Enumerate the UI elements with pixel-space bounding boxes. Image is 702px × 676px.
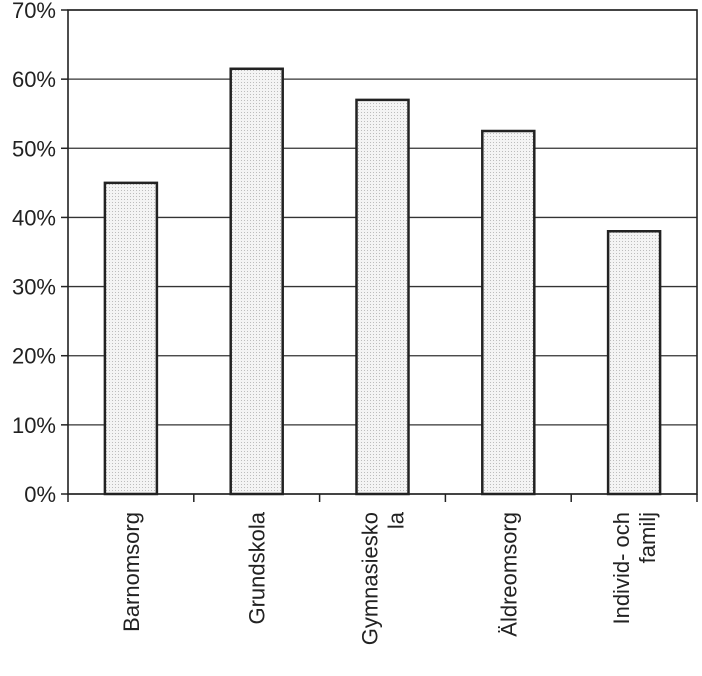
y-tick-label: 30% [12,275,56,300]
x-tick-label: Individ- och [609,512,634,625]
x-tick-label: la [384,511,409,529]
y-tick-label: 40% [12,205,56,230]
y-tick-label: 70% [12,0,56,23]
x-tick-label: Gymnasiesko [358,512,383,645]
x-tick-label: Grundskola [245,511,270,624]
bar [606,230,662,496]
y-tick-label: 20% [12,344,56,369]
x-tick-label: familj [635,512,660,563]
y-tick-label: 60% [12,67,56,92]
bar [355,98,410,496]
x-tick-label: Äldreomsorg [496,512,521,637]
x-tick-labels: Barnomsorg Grundskola Gymnasiesko la Äldreom… [119,511,660,645]
bar [229,67,284,496]
y-tick-label: 50% [12,136,56,161]
bar [481,129,536,496]
y-tick-labels: 0% 10% 20% 30% 40% 50% 60% 70% [12,0,56,507]
y-tick-label: 10% [12,413,56,438]
bar [103,181,159,496]
bars [103,67,662,496]
y-tick-label: 0% [24,482,56,507]
x-tick-label: Barnomsorg [119,512,144,632]
